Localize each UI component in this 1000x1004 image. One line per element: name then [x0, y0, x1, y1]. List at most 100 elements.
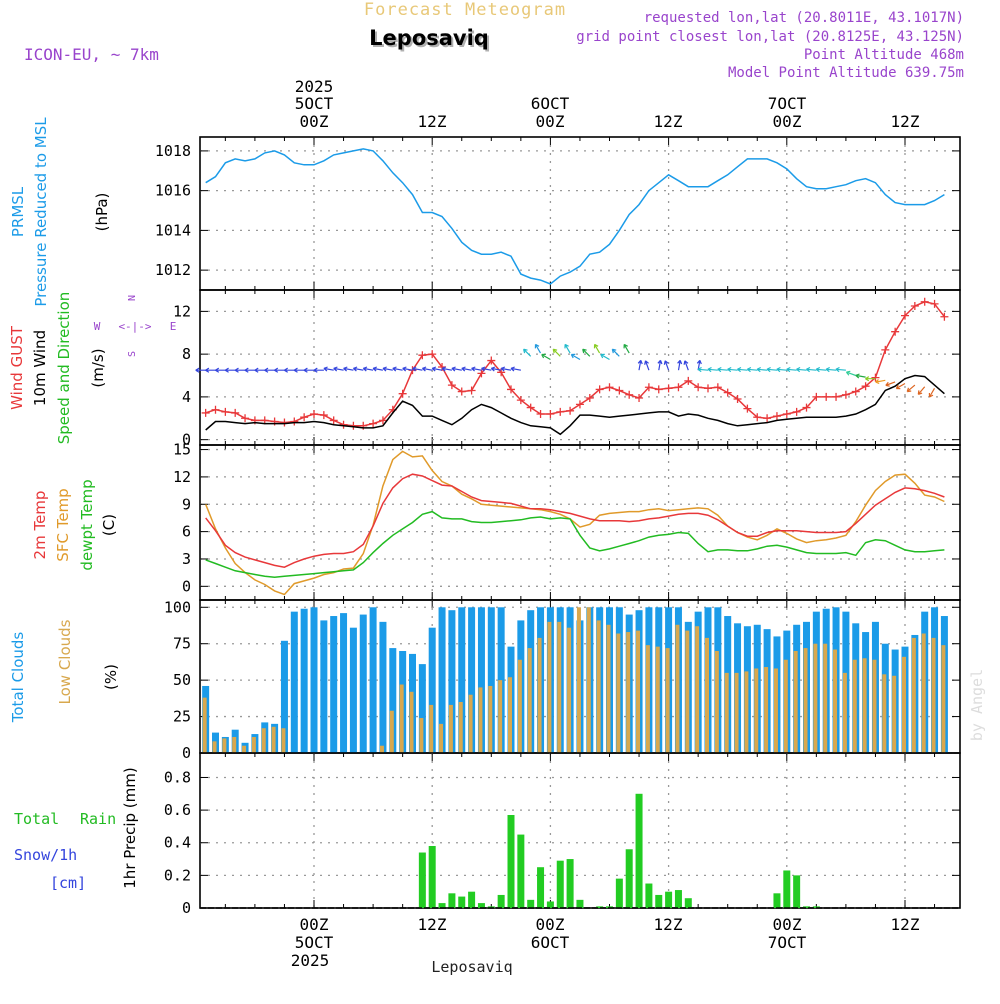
low-cloud-bar — [488, 685, 493, 753]
temp-frame — [199, 444, 961, 601]
low-cloud-bar — [892, 675, 897, 753]
temp-ytick-label: 3 — [182, 550, 191, 568]
gust-marker — [772, 412, 781, 421]
wind-direction-arrow — [766, 366, 778, 373]
rain-bar — [783, 870, 791, 908]
bottom-date-1: 5OCT — [295, 933, 334, 952]
low-cloud-bar — [202, 697, 207, 753]
wind-direction-arrow — [885, 381, 896, 387]
gust-marker — [743, 404, 752, 413]
gust-marker — [625, 390, 634, 399]
low-cloud-bar — [439, 723, 444, 753]
low-cloud-bar — [527, 648, 532, 753]
wind-direction-arrow — [441, 366, 453, 372]
rain-bar — [438, 903, 446, 908]
total-cloud-bar — [280, 640, 288, 753]
rain-bar — [418, 852, 426, 908]
low-cloud-bar — [734, 672, 739, 753]
precip-label-cm: [cm] — [50, 874, 86, 892]
wind-direction-arrow — [815, 366, 827, 373]
wind-direction-arrow — [835, 366, 846, 373]
gust-marker — [733, 395, 742, 404]
wind-direction-arrow — [611, 348, 620, 357]
precip-label-rain: Rain — [80, 810, 116, 828]
rain-bar — [468, 891, 476, 908]
gust-marker — [940, 312, 949, 321]
wind-direction-arrow — [600, 353, 610, 361]
gust-marker — [753, 413, 762, 422]
wind-direction-arrow — [323, 366, 334, 372]
top-year: 2025 — [295, 77, 334, 96]
low-cloud-bar — [251, 736, 256, 753]
wind-label-2: 10m Wind — [31, 330, 49, 406]
wind-direction-arrow — [582, 348, 591, 357]
gust-marker — [802, 403, 811, 412]
gust-marker — [694, 383, 703, 392]
precip-frame — [199, 752, 961, 909]
clouds-label-1: Total Clouds — [9, 632, 27, 724]
low-cloud-bar — [429, 704, 434, 753]
total-cloud-bar — [428, 627, 436, 753]
low-cloud-bar — [636, 630, 641, 753]
pressure-label-2: Pressure Reduced to MSL — [32, 117, 50, 307]
low-cloud-bar — [389, 710, 394, 753]
compass-e: E — [170, 320, 177, 333]
footer-location: Leposaviq — [431, 958, 512, 976]
top-hour-2: 12Z — [418, 112, 447, 131]
low-cloud-bar — [576, 607, 581, 753]
wind-direction-arrow — [500, 366, 512, 372]
low-cloud-bar — [714, 651, 719, 753]
wind-direction-arrow — [845, 370, 857, 377]
gust-marker — [832, 392, 841, 401]
gust-marker — [575, 400, 584, 409]
low-cloud-bar — [645, 645, 650, 753]
rain-bar — [497, 894, 505, 908]
gust-marker — [644, 383, 653, 392]
gust-marker — [871, 373, 880, 382]
low-cloud-bar — [379, 745, 384, 753]
wind-direction-arrow — [593, 343, 601, 354]
low-cloud-bar — [537, 637, 542, 753]
bottom-hour-2: 12Z — [418, 915, 447, 934]
low-cloud-bar — [793, 651, 798, 753]
wind-direction-arrow — [224, 367, 236, 373]
wind-direction-arrow — [412, 366, 423, 372]
precip-ytick-label: 0.6 — [164, 801, 191, 819]
gust-marker — [467, 386, 476, 395]
gust-marker — [241, 414, 250, 423]
gust-line — [205, 301, 945, 427]
low-cloud-bar — [773, 668, 778, 753]
wind-direction-arrow — [683, 360, 689, 371]
low-cloud-bar — [823, 643, 828, 753]
bottom-date-2: 6OCT — [531, 933, 570, 952]
bottom-hour-1: 00Z — [300, 915, 329, 934]
bottom-hour-6: 12Z — [891, 915, 920, 934]
wind-direction-arrow — [264, 367, 275, 373]
rain-bar — [674, 890, 682, 908]
low-cloud-bar — [833, 649, 838, 753]
wind-direction-arrow — [825, 366, 837, 373]
gust-marker — [221, 407, 230, 416]
low-cloud-bar — [212, 741, 217, 753]
wind-direction-arrow — [737, 366, 748, 373]
wind-direction-arrow — [644, 360, 650, 371]
low-cloud-bar — [665, 648, 670, 753]
temp-ytick-label: 9 — [182, 495, 191, 513]
pressure-label-1: PRMSL — [9, 186, 27, 237]
wind-direction-arrow — [461, 366, 472, 372]
gust-marker — [536, 410, 545, 418]
wind-direction-arrow — [283, 367, 295, 373]
total-cloud-bar — [320, 620, 328, 753]
wind-direction-arrow — [402, 366, 413, 372]
rain-bar — [645, 883, 653, 908]
low-cloud-bar — [813, 643, 818, 753]
wind-direction-arrow — [523, 348, 532, 357]
gust-marker — [841, 390, 850, 399]
gust-marker — [526, 403, 535, 412]
gust-marker — [477, 369, 486, 378]
wind-direction-arrow — [353, 366, 364, 372]
low-cloud-bar — [705, 637, 709, 753]
location-title-front: Leposaviq — [369, 26, 489, 50]
temperature-panel: 0 3 6 9 12 15 — [173, 441, 961, 601]
rain-bar — [546, 901, 554, 908]
